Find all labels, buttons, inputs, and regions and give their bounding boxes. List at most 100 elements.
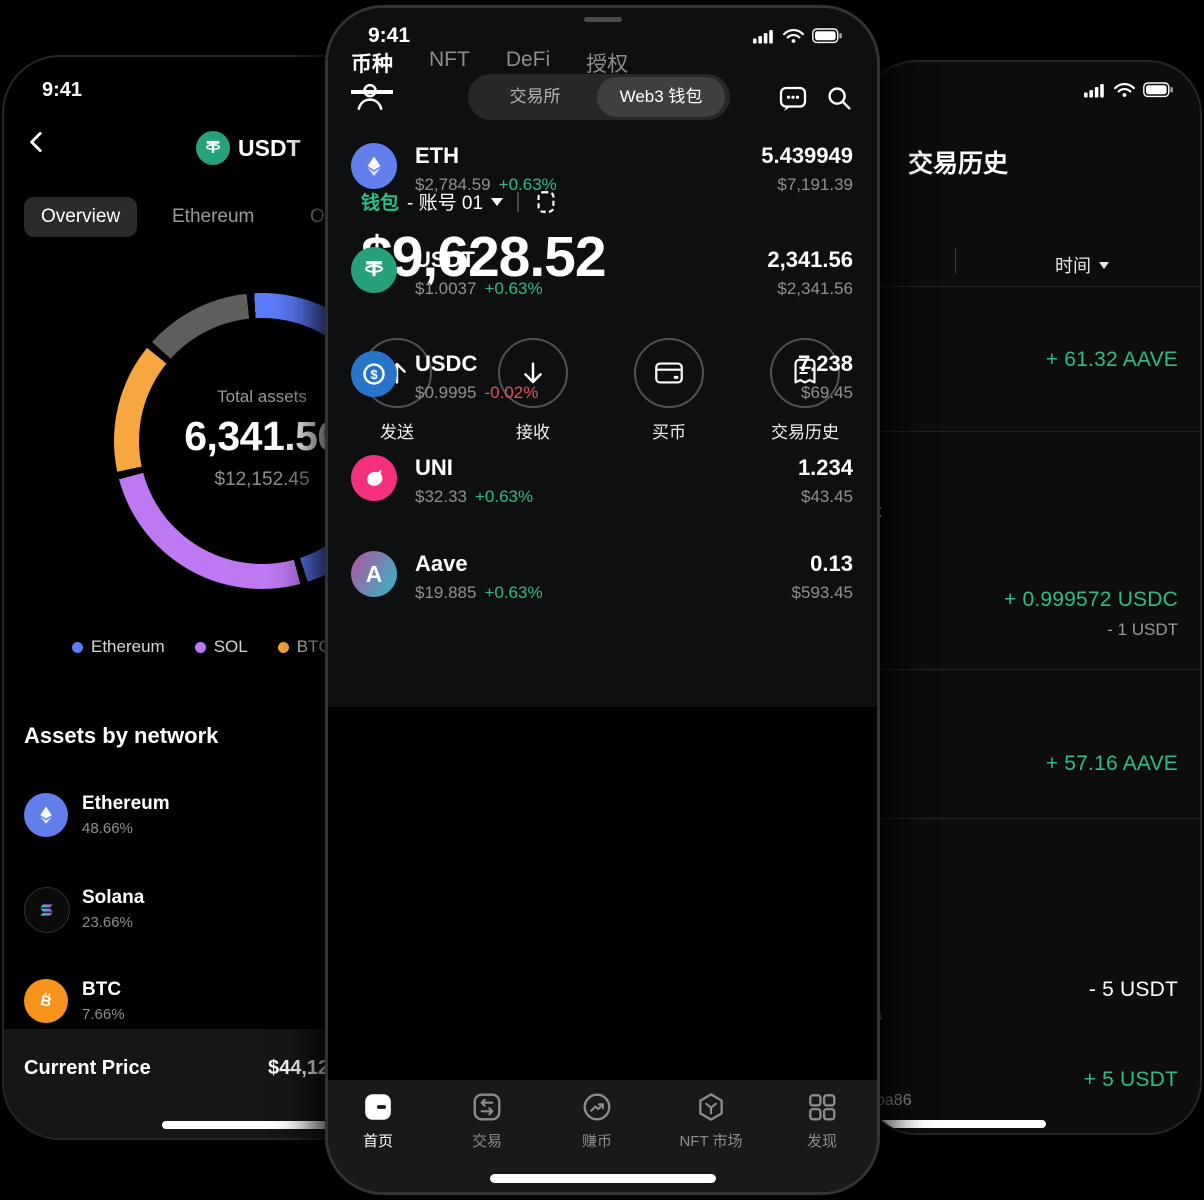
wallet-account-row[interactable]: 钱包 - 账号 01 (361, 188, 559, 215)
token-amount: 7.238 (797, 351, 853, 376)
segment-web3-wallet[interactable]: Web3 钱包 (597, 77, 725, 117)
tx-amount[interactable]: - 5 USDT (1088, 978, 1178, 1001)
action-buy[interactable]: 买币 (609, 338, 729, 443)
token-row-usdt[interactable]: USDT $1.0037 +0.63% 2,341.56 $2,341.56 (351, 247, 853, 311)
home-icon (362, 1091, 394, 1123)
tab-ethereum[interactable]: Ethereum (172, 206, 255, 227)
legend-label: SOL (213, 637, 248, 656)
nav-home[interactable]: 首页 (328, 1091, 433, 1151)
tab-nft[interactable]: NFT (429, 48, 470, 71)
account-label: - 账号 01 (407, 193, 484, 214)
battery-icon (812, 28, 842, 44)
back-chevron-icon[interactable] (24, 129, 50, 155)
chevron-down-icon (1099, 261, 1109, 269)
network-percent: 48.66% (82, 820, 133, 837)
tx-amount[interactable]: + 61.32 AAVE (1045, 348, 1178, 371)
legend-item-sol: SOL (194, 637, 248, 657)
token-amount: 5.439949 (761, 143, 853, 168)
current-price-label: Current Price (24, 1057, 151, 1079)
legend-item-ethereum: Ethereum (72, 637, 165, 657)
drag-handle[interactable] (583, 17, 622, 22)
battery-icon (1143, 82, 1173, 98)
legend-label: Ethereum (91, 637, 165, 656)
receive-icon (498, 338, 568, 408)
status-time: 9:41 (368, 24, 411, 47)
network-row-solana[interactable]: Solana 23.66% (24, 887, 404, 937)
switch-account-icon[interactable] (533, 189, 559, 215)
current-price-value: $44,12 (268, 1057, 330, 1079)
legend-item-btc: BTC (277, 637, 331, 657)
token-change: -0.02% (484, 383, 539, 402)
tab-cutoff[interactable]: O (310, 206, 325, 227)
network-name: Solana (82, 887, 145, 908)
network-name: Ethereum (82, 793, 170, 814)
action-receive[interactable]: 接收 (473, 338, 593, 443)
tx-sub-amount: - 1 USDT (1107, 620, 1178, 639)
phone-web3-wallet: 9:41 (325, 5, 880, 1195)
bottom-nav: 首页 交易 (328, 1080, 877, 1192)
svg-text:$: $ (370, 367, 378, 382)
btc-network-icon: B (24, 979, 68, 1023)
home-indicator[interactable] (162, 1121, 394, 1129)
network-row-btc[interactable]: B BTC 7.66% (24, 979, 404, 1029)
nav-trade[interactable]: 交易 (432, 1091, 542, 1151)
tab-overview[interactable]: Overview (24, 197, 138, 237)
token-symbol: USDT (415, 247, 475, 272)
filter-divider (955, 248, 956, 274)
network-row-ethereum[interactable]: Ethereum 48.66% (24, 793, 404, 843)
buy-card-icon (634, 338, 704, 408)
token-row-eth[interactable]: ETH $2,784.59 +0.63% 5.439949 $7,191.39 (351, 143, 853, 207)
token-amount: 1.234 (797, 455, 853, 480)
divider (517, 191, 520, 212)
divider (864, 286, 1200, 287)
tx-amount[interactable]: + 5 USDT (1083, 1068, 1178, 1091)
home-indicator[interactable] (878, 1120, 1046, 1128)
legend-label: BTC (296, 637, 331, 656)
time-filter[interactable]: 时间 (1055, 252, 1109, 278)
trade-icon (471, 1091, 503, 1123)
nav-discover[interactable]: 发现 (767, 1091, 877, 1151)
status-time: 9:41 (42, 79, 83, 101)
network-percent: 23.66% (82, 914, 133, 931)
legend-dot-ethereum (72, 641, 83, 653)
token-price: $1.0037 (415, 279, 477, 298)
token-fiat-value: $43.45 (801, 487, 853, 506)
token-change: +0.63% (484, 583, 543, 602)
home-indicator[interactable] (489, 1174, 716, 1183)
chat-icon[interactable] (777, 82, 809, 114)
token-fiat-value: $69.45 (801, 383, 853, 402)
aave-token-icon: A (351, 551, 397, 597)
network-percent: 7.66% (82, 1006, 125, 1023)
section-heading-assets-by-network: Assets by network (24, 723, 219, 748)
nft-market-icon (695, 1091, 727, 1123)
token-row-aave[interactable]: A Aave $19.885 +0.63% 0.13 $593.45 (351, 551, 853, 615)
segment-exchange[interactable]: 交易所 (509, 87, 561, 106)
token-row-uni[interactable]: UNI $32.33 +0.63% 1.234 $43.45 (351, 455, 853, 519)
nav-nft-market[interactable]: NFT 市场 (656, 1091, 766, 1151)
eth-token-icon (351, 143, 397, 189)
tab-defi[interactable]: DeFi (505, 48, 551, 71)
legend-dot-sol (194, 641, 206, 653)
status-icons (753, 28, 843, 44)
token-sheet: 币种 NFT DeFi 授权 ETH $2,784.59 +0.63% 5.439… (328, 8, 877, 1192)
divider (864, 818, 1200, 819)
tx-amount[interactable]: + 57.16 AAVE (1045, 752, 1178, 775)
tab-approvals[interactable]: 授权 (586, 53, 629, 76)
svg-text:B: B (39, 992, 54, 1011)
token-change: +0.63% (484, 279, 543, 298)
total-balance: $9,628.52 (361, 225, 607, 289)
token-row-usdc[interactable]: $ USDC $0.9995 -0.02% 7.238 $69.45 (351, 351, 853, 415)
sheet-tabs: 币种 NFT DeFi 授权 (351, 48, 628, 94)
action-history[interactable]: 交易历史 (745, 338, 865, 443)
wifi-icon (783, 28, 804, 43)
donut-total-value: 6,341.56 (184, 413, 340, 459)
tab-coins[interactable]: 币种 (351, 48, 393, 94)
search-icon[interactable] (824, 83, 854, 113)
tx-amount[interactable]: + 0.999572 USDC (1003, 588, 1178, 611)
token-fiat-value: $7,191.39 (777, 175, 853, 194)
solana-network-icon (24, 887, 70, 933)
chevron-down-icon (491, 197, 504, 206)
token-amount: 2,341.56 (767, 247, 853, 272)
nav-earn[interactable]: 赚币 (542, 1091, 652, 1151)
network-name: BTC (82, 979, 122, 1000)
